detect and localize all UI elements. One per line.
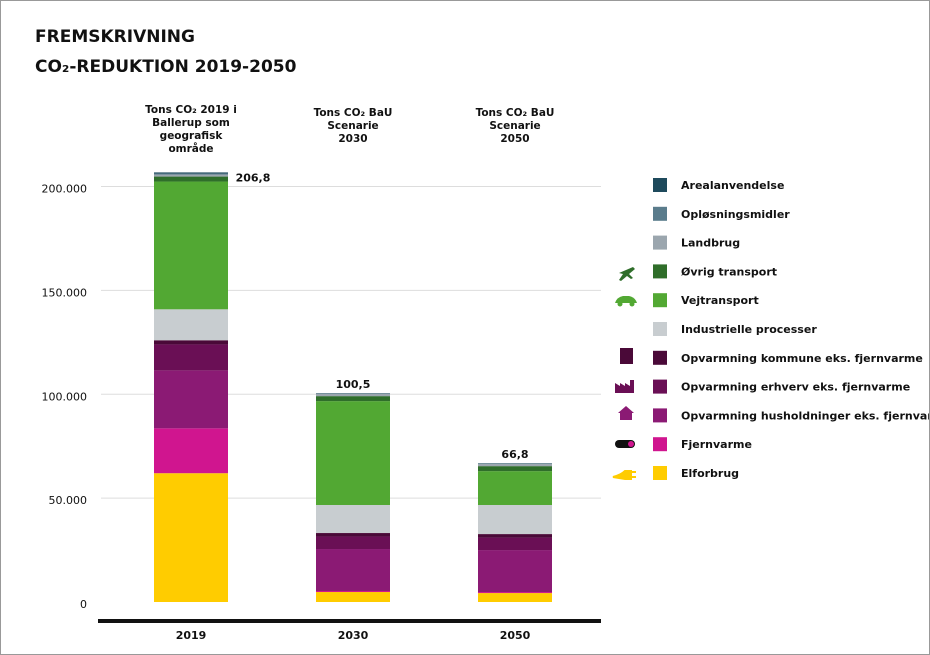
- y-tick-label: 0: [80, 598, 87, 611]
- column-header: Tons CO₂ BaU Scenarie 2050: [475, 107, 555, 145]
- bar-segment: [154, 473, 228, 602]
- legend-label: Industrielle processer: [681, 323, 817, 336]
- total-label: 100,5: [336, 378, 371, 391]
- bar-segment: [316, 536, 390, 550]
- legend-label: Øvrig transport: [681, 265, 777, 278]
- x-tick-label: 2030: [338, 629, 369, 642]
- legend-swatch: [653, 322, 667, 336]
- bar-segment: [154, 340, 228, 345]
- legend-label: Elforbrug: [681, 467, 739, 480]
- bar-segment: [316, 504, 390, 534]
- bar-segment: [478, 534, 552, 538]
- bar-segment: [316, 401, 390, 505]
- column-header: Tons CO₂ BaU Scenarie 2030: [313, 107, 393, 145]
- legend-swatch: [653, 379, 667, 394]
- y-tick-label: 150.000: [42, 286, 88, 299]
- legend-label: Vejtransport: [681, 294, 759, 307]
- legend-icons: [612, 267, 637, 480]
- x-tick-label: 2050: [500, 629, 531, 642]
- bar-segment: [478, 550, 552, 593]
- legend-label: Arealanvendelse: [681, 179, 784, 192]
- bar-segment: [478, 504, 552, 535]
- y-tick-label: 50.000: [49, 494, 88, 507]
- legend-swatch: [653, 293, 667, 308]
- bar-segment: [154, 172, 228, 174]
- bar-segment: [154, 173, 228, 175]
- building-icon: [620, 348, 633, 364]
- y-tick-label: 100.000: [42, 390, 88, 403]
- bar-segment: [478, 466, 552, 472]
- y-tick-label: 200.000: [42, 183, 88, 196]
- house-icon: [618, 406, 634, 420]
- legend-label: Opvarmning husholdninger eks. fjernvarme: [681, 409, 929, 422]
- bar-segment: [154, 370, 228, 429]
- bar-segment: [154, 309, 228, 341]
- factory-icon: [615, 380, 634, 393]
- legend-label: Opløsningsmidler: [681, 208, 790, 221]
- total-label: 206,8: [236, 171, 271, 184]
- bar-segment: [154, 181, 228, 310]
- title: FREMSKRIVNING: [35, 27, 195, 47]
- bar-segment: [478, 464, 552, 467]
- column-header: Tons CO₂ 2019 i Ballerup som geografisk …: [145, 104, 237, 155]
- total-label: 66,8: [501, 448, 528, 461]
- legend-swatch: [653, 466, 667, 480]
- bar-segment: [478, 593, 552, 602]
- bar-segment: [154, 176, 228, 182]
- car-icon: [615, 296, 637, 303]
- legend-label: Fjernvarme: [681, 438, 752, 451]
- bar-segment: [478, 471, 552, 505]
- x-tick-label: 2019: [176, 629, 207, 642]
- plane-icon: [619, 267, 635, 281]
- subtitle: CO₂-REDUKTION 2019-2050: [35, 57, 297, 77]
- bar-segment: [316, 592, 390, 602]
- bar-segment: [478, 592, 552, 594]
- bar-segment: [154, 174, 228, 177]
- legend-label: Opvarmning kommune eks. fjernvarme: [681, 352, 923, 365]
- legend-label: Opvarmning erhverv eks. fjernvarme: [681, 381, 910, 394]
- legend-swatch: [653, 264, 667, 279]
- bar-segment: [316, 590, 390, 593]
- plug-icon: [612, 470, 636, 480]
- bar-segment: [154, 428, 228, 474]
- legend-swatch: [653, 178, 667, 192]
- legend-label: Landbrug: [681, 237, 740, 250]
- bar-segment: [316, 394, 390, 397]
- bar-segment: [316, 549, 390, 591]
- legend-swatch: [653, 408, 667, 423]
- bar-segment: [316, 396, 390, 402]
- legend-swatch: [653, 235, 667, 250]
- legend-swatch: [653, 206, 667, 221]
- legend-swatch: [653, 437, 667, 452]
- legend-swatch: [653, 350, 667, 365]
- bar-segment: [154, 344, 228, 371]
- bar-segment: [478, 537, 552, 551]
- bar-segment: [316, 533, 390, 537]
